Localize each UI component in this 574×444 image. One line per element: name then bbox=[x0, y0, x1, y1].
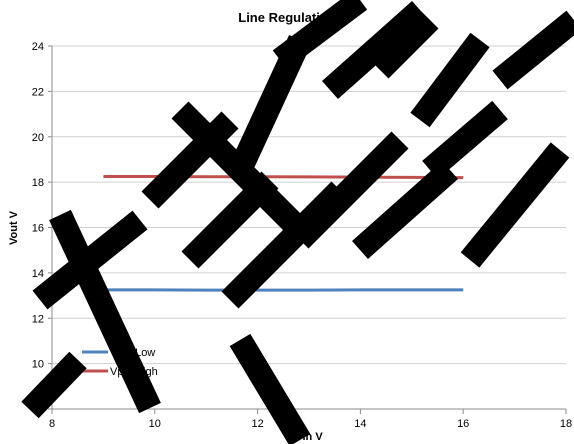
y-tick-label: 14 bbox=[32, 268, 44, 280]
x-tick-label: 18 bbox=[560, 418, 572, 430]
watermark-stroke bbox=[32, 210, 148, 310]
x-axis-ticks: 8 10 12 14 16 18 bbox=[49, 409, 572, 430]
x-tick-label: 16 bbox=[457, 418, 469, 430]
watermark-stroke bbox=[410, 32, 490, 128]
watermark-stroke bbox=[272, 0, 368, 70]
watermark-stroke bbox=[291, 131, 409, 249]
watermark-stroke bbox=[229, 333, 311, 444]
watermark-stroke bbox=[21, 351, 87, 419]
y-tick-label: 20 bbox=[32, 132, 44, 144]
y-tick-label: 24 bbox=[32, 41, 44, 53]
x-tick-label: 12 bbox=[251, 418, 263, 430]
y-tick-label: 16 bbox=[32, 223, 44, 235]
watermark-stroke bbox=[352, 161, 458, 259]
watermark-not-released-stamp bbox=[21, 0, 574, 444]
y-tick-label: 22 bbox=[32, 86, 44, 98]
x-tick-label: 8 bbox=[49, 418, 55, 430]
watermark-stroke bbox=[322, 1, 428, 99]
y-tick-label: 12 bbox=[32, 313, 44, 325]
y-tick-label: 18 bbox=[32, 177, 44, 189]
chart-title: Line Regulation bbox=[238, 10, 336, 25]
x-tick-label: 14 bbox=[354, 418, 366, 430]
x-tick-label: 10 bbox=[149, 418, 161, 430]
watermark-stroke bbox=[422, 100, 508, 180]
watermark-stroke bbox=[49, 209, 161, 414]
y-axis-title: Vout V bbox=[8, 210, 20, 245]
y-tick-label: 10 bbox=[32, 359, 44, 371]
watermark-stroke bbox=[371, 11, 439, 79]
watermark-stroke bbox=[492, 10, 574, 90]
watermark-stroke bbox=[460, 142, 570, 268]
